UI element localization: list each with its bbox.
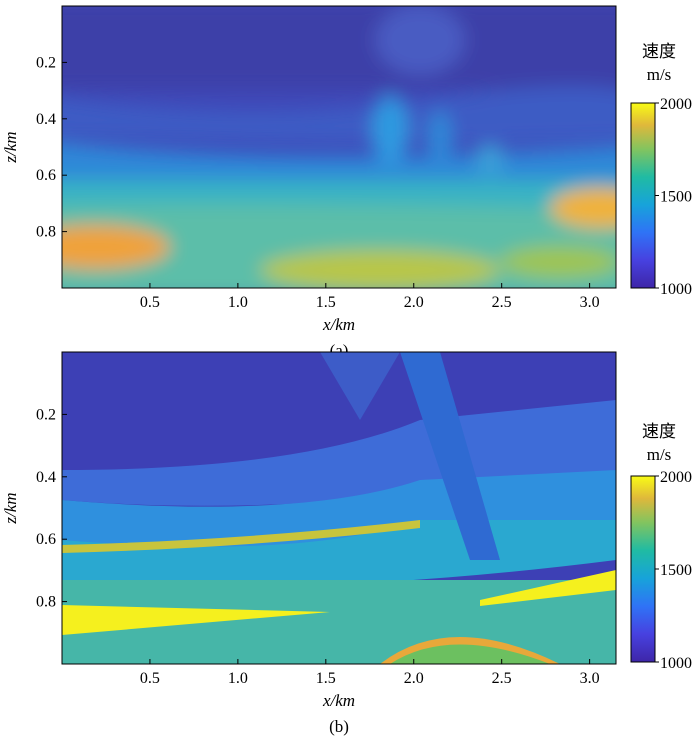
colorbar-b: [630, 475, 656, 663]
y-tick-label: 0.8: [36, 224, 56, 241]
axis-ticks-b: 0.5 1.0 1.5 2.0 2.5 3.0 0.2 0.4 0.6 0.8: [36, 406, 600, 687]
colorbar-title-b: 速度: [642, 422, 676, 442]
panel-b: 0.5 1.0 1.5 2.0 2.5 3.0 0.2 0.4 0.6 0.8 x/km z/km…: [1, 351, 692, 736]
x-tick-label: 3.0: [580, 670, 600, 687]
panel-a: 0.5 1.0 1.5 2.0 2.5 3.0 0.2 0.4 0.6 0.8 x/km z/km…: [1, 5, 692, 360]
y-tick-label: 0.4: [36, 111, 56, 128]
colorbar-tick-label: 1500: [660, 189, 692, 206]
x-tick-label: 1.0: [228, 670, 248, 687]
x-tick-label: 3.0: [580, 294, 600, 311]
ylabel-b: z/km: [1, 492, 20, 524]
plot-frame-b: [61, 351, 617, 665]
y-tick-label: 0.8: [36, 594, 56, 611]
colorbar-tick-label: 1500: [660, 562, 692, 579]
colorbar-ticks-a: 1000 1500 2000: [655, 96, 692, 298]
x-tick-label: 0.5: [140, 294, 160, 311]
colorbar-a: [630, 102, 656, 289]
x-tick-label: 2.5: [492, 294, 512, 311]
y-tick-label: 0.2: [36, 406, 56, 423]
colorbar-tick-label: 1000: [660, 281, 692, 298]
x-tick-label: 2.0: [404, 670, 424, 687]
colorbar-tick-label: 2000: [660, 469, 692, 486]
x-tick-label: 1.5: [316, 670, 336, 687]
xlabel-b: x/km: [322, 691, 355, 710]
x-tick-label: 2.5: [492, 670, 512, 687]
x-tick-label: 1.5: [316, 294, 336, 311]
axis-ticks-a: 0.5 1.0 1.5 2.0 2.5 3.0 0.2 0.4 0.6 0.8: [36, 54, 600, 311]
xlabel-a: x/km: [322, 315, 355, 334]
y-tick-label: 0.6: [36, 167, 56, 184]
x-tick-label: 2.0: [404, 294, 424, 311]
plot-frame-a: [61, 5, 617, 289]
y-tick-label: 0.2: [36, 54, 56, 71]
caption-b: (b): [329, 717, 349, 736]
colorbar-tick-label: 2000: [660, 96, 692, 113]
x-tick-label: 1.0: [228, 294, 248, 311]
x-tick-label: 0.5: [140, 670, 160, 687]
colorbar-ticks-b: 1000 1500 2000: [655, 469, 692, 672]
velocity-map-b: [62, 352, 616, 664]
velocity-map-a: [62, 6, 616, 288]
colorbar-tick-label: 1000: [660, 655, 692, 672]
y-tick-label: 0.6: [36, 531, 56, 548]
colorbar-unit-a: m/s: [647, 65, 672, 84]
colorbar-title-a: 速度: [642, 42, 676, 62]
y-tick-label: 0.4: [36, 469, 56, 486]
colorbar-unit-b: m/s: [647, 445, 672, 464]
ylabel-a: z/km: [1, 131, 20, 163]
